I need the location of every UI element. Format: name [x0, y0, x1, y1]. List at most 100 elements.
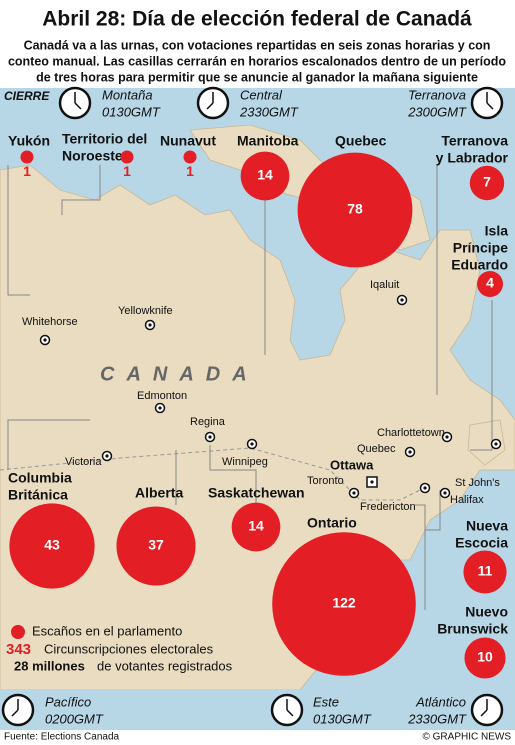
city-label: Fredericton	[360, 501, 416, 513]
city-dot	[445, 435, 449, 439]
clock-hand	[74, 102, 82, 110]
seat-count: 14	[248, 518, 264, 534]
city-dot	[370, 480, 374, 484]
leader-line	[425, 490, 441, 531]
province-name: Escocia	[455, 535, 508, 551]
leader-line	[415, 504, 426, 610]
city-dot	[158, 406, 162, 410]
seat-bubble	[464, 637, 506, 679]
closing-label: CIERRE	[4, 89, 50, 103]
province-name: Manitoba	[237, 133, 299, 149]
province-name: Noroeste	[62, 148, 123, 164]
subtitle: Canadá va a las urnas, con votaciones re…	[24, 38, 491, 52]
zone-name: Atlántico	[415, 694, 466, 709]
city-dot	[43, 338, 47, 342]
seat-bubble	[116, 506, 196, 586]
country-label: CANADA	[100, 363, 259, 385]
source: Fuente: Elections Canada	[4, 732, 120, 743]
seat-count: 1	[186, 163, 194, 179]
legend-seats: Escaños en el parlamento	[32, 623, 182, 638]
leader-line	[209, 445, 257, 503]
seat-count: 37	[148, 537, 164, 553]
province-name: Alberta	[135, 485, 183, 501]
leader-line	[7, 165, 30, 296]
city-label: Victoria	[65, 456, 102, 468]
seat-bubble	[469, 165, 505, 201]
city-label: Edmonton	[137, 390, 187, 402]
province-name: Brunswick	[437, 621, 508, 637]
province-name: Nueva	[466, 518, 508, 534]
province-name: Nuevo	[465, 604, 508, 620]
city-label: Charlottetown	[377, 427, 445, 439]
zone-time: 2330GMT	[239, 104, 299, 119]
zone-time: 2300GMT	[407, 104, 467, 119]
bottom-band	[0, 690, 515, 730]
province-name: Yukón	[8, 133, 50, 149]
province-name: Columbia	[8, 470, 72, 486]
province-name: Británica	[8, 487, 68, 503]
province-name: Saskatchewan	[208, 485, 305, 501]
zone-time: 0200GMT	[45, 711, 104, 726]
leader-line	[470, 300, 493, 451]
legend-swatch	[11, 625, 25, 639]
seat-count: 122	[332, 595, 356, 611]
city-dot	[352, 491, 356, 495]
seat-count: 7	[483, 174, 491, 190]
seat-bubble	[297, 152, 413, 268]
seat-bubble	[240, 151, 290, 201]
seat-bubble	[183, 150, 197, 164]
city-dot	[148, 323, 152, 327]
province-name: Eduardo	[451, 257, 508, 273]
clock-hand	[11, 709, 19, 717]
province-name: Quebec	[335, 133, 387, 149]
city-dot	[408, 450, 412, 454]
city-label: Ottawa	[330, 457, 374, 472]
city-dot	[208, 435, 212, 439]
seat-count: 4	[486, 275, 494, 291]
zone-name: Pacífico	[45, 694, 91, 709]
province-name: y Labrador	[436, 150, 509, 166]
city-label: Winnipeg	[222, 456, 268, 468]
province-name: Nunavut	[160, 133, 216, 149]
seat-count: 14	[257, 167, 273, 183]
province-name: Terranova	[441, 133, 508, 149]
city-label: Halifax	[450, 494, 484, 506]
city-dot	[400, 298, 404, 302]
legend-voters-label: de votantes registrados	[97, 658, 233, 673]
city-label: St John's	[455, 477, 500, 489]
city-dot	[494, 442, 498, 446]
city-dot	[250, 442, 254, 446]
zone-name: Central	[240, 87, 283, 102]
leader-lines	[7, 165, 493, 610]
zone-name: Este	[313, 694, 339, 709]
city-label: Toronto	[307, 475, 344, 487]
clock-hand	[480, 709, 488, 717]
legend-voters: 28 millones	[14, 658, 85, 673]
zone-name: Montaña	[102, 87, 153, 102]
title: Abril 28: Día de elección federal de Can…	[42, 8, 472, 31]
city-label: Whitehorse	[22, 316, 78, 328]
seat-bubble	[272, 532, 416, 676]
newfoundland	[467, 419, 506, 466]
zone-time: 0130GMT	[313, 711, 372, 726]
seat-bubble	[477, 271, 503, 297]
city-dot	[443, 491, 447, 495]
clock-hand	[486, 102, 494, 110]
border	[0, 447, 431, 501]
province-name: Príncipe	[453, 240, 508, 256]
zone-name: Terranova	[408, 87, 466, 102]
subtitle: conteo manual. Las casillas cerrarán en …	[8, 54, 506, 68]
city-label: Regina	[190, 416, 226, 428]
seat-bubble	[231, 502, 281, 552]
legend-ridings: 343	[6, 641, 31, 658]
seat-bubble	[9, 503, 95, 589]
clock-hand	[286, 709, 294, 717]
city-dot	[105, 454, 109, 458]
seat-count: 78	[347, 201, 363, 217]
seat-count: 1	[123, 163, 131, 179]
credit: © GRAPHIC NEWS	[423, 732, 512, 743]
seat-bubble	[20, 150, 34, 164]
city-label: Yellowknife	[118, 305, 173, 317]
city-label: Iqaluit	[370, 279, 399, 291]
